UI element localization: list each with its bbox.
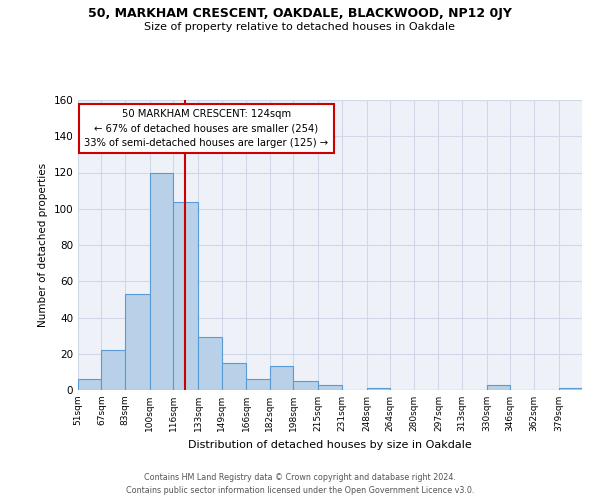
Text: 50 MARKHAM CRESCENT: 124sqm
← 67% of detached houses are smaller (254)
33% of se: 50 MARKHAM CRESCENT: 124sqm ← 67% of det… bbox=[85, 108, 329, 148]
Bar bbox=[293, 381, 318, 390]
Text: Size of property relative to detached houses in Oakdale: Size of property relative to detached ho… bbox=[145, 22, 455, 32]
Bar bbox=[125, 294, 150, 390]
Text: 50, MARKHAM CRESCENT, OAKDALE, BLACKWOOD, NP12 0JY: 50, MARKHAM CRESCENT, OAKDALE, BLACKWOOD… bbox=[88, 8, 512, 20]
Bar bbox=[173, 202, 198, 390]
Bar bbox=[198, 338, 221, 390]
Bar bbox=[150, 172, 173, 390]
Bar bbox=[247, 379, 270, 390]
Bar bbox=[78, 379, 101, 390]
Bar bbox=[270, 366, 293, 390]
Bar bbox=[101, 350, 125, 390]
Y-axis label: Number of detached properties: Number of detached properties bbox=[38, 163, 48, 327]
Bar bbox=[367, 388, 390, 390]
Bar bbox=[559, 388, 582, 390]
Bar bbox=[221, 363, 247, 390]
Bar bbox=[487, 384, 510, 390]
Bar bbox=[318, 384, 342, 390]
Text: Contains HM Land Registry data © Crown copyright and database right 2024.
Contai: Contains HM Land Registry data © Crown c… bbox=[126, 474, 474, 495]
X-axis label: Distribution of detached houses by size in Oakdale: Distribution of detached houses by size … bbox=[188, 440, 472, 450]
